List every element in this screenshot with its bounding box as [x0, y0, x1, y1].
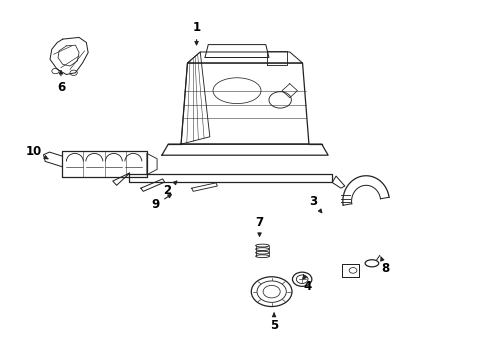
Text: 3: 3 — [309, 195, 322, 213]
Text: 10: 10 — [26, 145, 48, 159]
Text: 9: 9 — [151, 194, 172, 211]
Text: 8: 8 — [381, 257, 390, 275]
Text: 2: 2 — [164, 181, 177, 197]
Text: 7: 7 — [255, 216, 264, 236]
Text: 4: 4 — [303, 274, 312, 293]
Text: 5: 5 — [270, 313, 278, 332]
Text: 6: 6 — [57, 71, 65, 94]
Text: 1: 1 — [193, 21, 200, 45]
